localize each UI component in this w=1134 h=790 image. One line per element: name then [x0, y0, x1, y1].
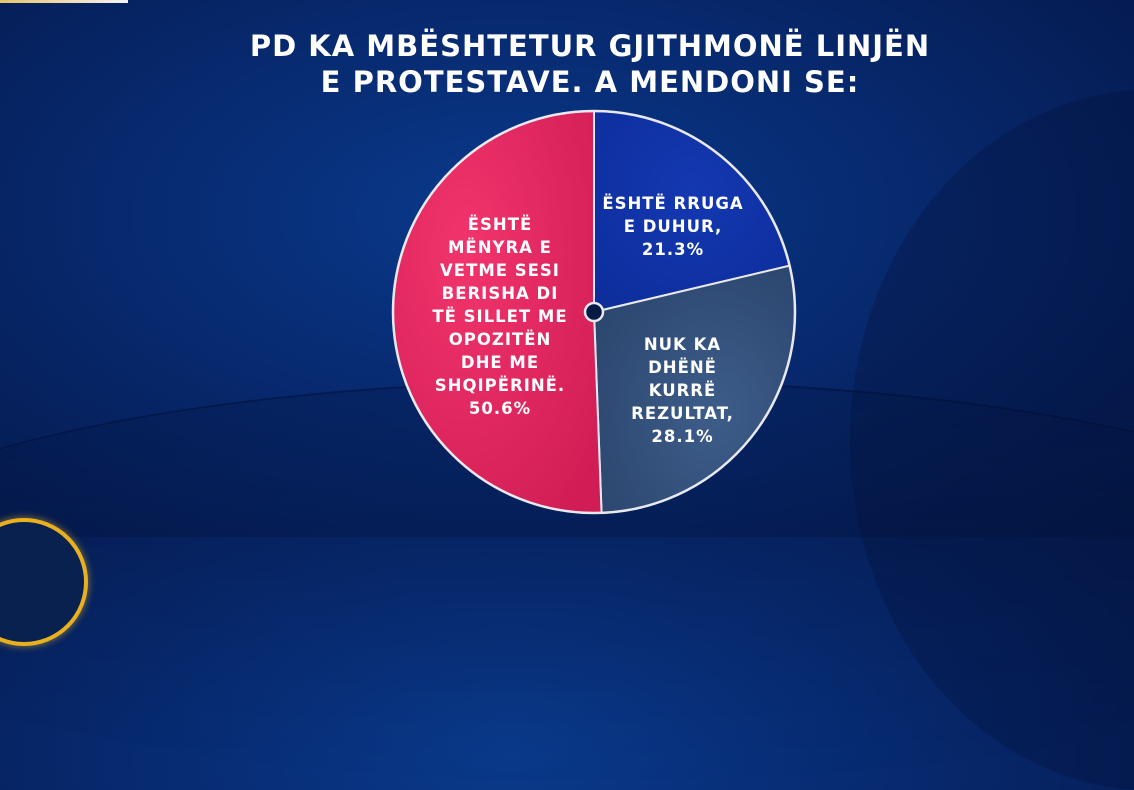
- pie-outline: [391, 109, 797, 515]
- label-line: TË SILLET ME: [432, 307, 568, 326]
- label-line: ËSHTË RRUGA: [602, 194, 744, 213]
- label-value: 28.1%: [651, 427, 714, 446]
- label-line: BERISHA DI: [441, 284, 559, 303]
- label-line: ËSHTË: [467, 215, 533, 234]
- label-line: OPOZITËN: [448, 330, 552, 349]
- slice-label-grey: NUK KA DHËNË KURRË REZULTAT, 28.1%: [610, 333, 755, 448]
- label-line: E DUHUR,: [623, 217, 723, 236]
- slice-label-pink: ËSHTË MËNYRA E VETME SESI BERISHA DI TË …: [420, 213, 580, 420]
- label-line: SHQIPËRINË.: [434, 376, 566, 395]
- top-edge-strip: [0, 0, 128, 3]
- chart-title-line-2: E PROTESTAVE. A MENDONI SE:: [320, 65, 860, 99]
- slice-label-blue: ËSHTË RRUGA E DUHUR, 21.3%: [598, 192, 748, 261]
- label-value: 21.3%: [641, 240, 705, 259]
- pie-chart: [391, 109, 797, 515]
- pie-center-dot: [583, 301, 605, 323]
- label-line: DHËNË: [648, 358, 717, 377]
- label-line: DHE ME: [460, 353, 540, 372]
- chart-title: PD KA MBËSHTETUR GJITHMONË LINJËN E PROT…: [0, 28, 1134, 100]
- chart-title-line-1: PD KA MBËSHTETUR GJITHMONË LINJËN: [249, 29, 931, 63]
- label-line: REZULTAT,: [631, 404, 734, 423]
- label-line: VETME SESI: [440, 261, 560, 280]
- label-line: NUK KA: [643, 335, 722, 354]
- label-value: 50.6%: [468, 399, 532, 418]
- label-line: KURRË: [648, 381, 717, 400]
- label-line: MËNYRA E: [448, 238, 552, 257]
